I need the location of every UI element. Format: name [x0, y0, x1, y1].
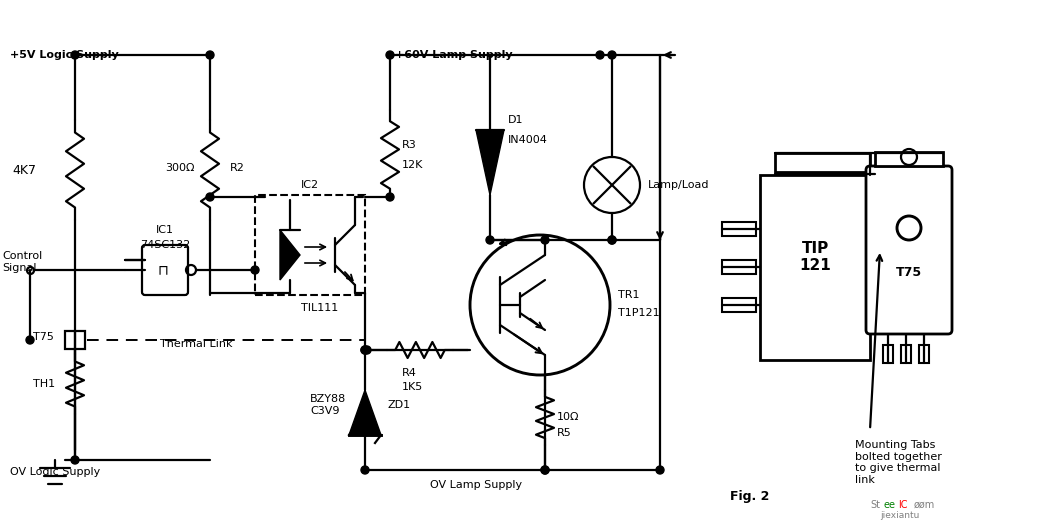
Text: lC: lC [898, 500, 907, 510]
Text: 10Ω: 10Ω [557, 412, 579, 422]
Text: BZY88
C3V9: BZY88 C3V9 [310, 394, 347, 416]
Circle shape [608, 236, 616, 244]
Text: TR1: TR1 [618, 290, 639, 300]
Circle shape [656, 466, 664, 474]
Text: TH1: TH1 [33, 379, 55, 389]
Text: ZD1: ZD1 [387, 400, 410, 410]
Circle shape [363, 346, 371, 354]
FancyBboxPatch shape [866, 166, 952, 334]
Bar [883, 345, 893, 363]
Text: 300Ω: 300Ω [165, 163, 195, 173]
Text: St: St [870, 500, 880, 510]
Polygon shape [280, 230, 300, 280]
Text: Control
Signal: Control Signal [2, 251, 43, 273]
Text: T75: T75 [896, 266, 922, 279]
Text: 4K7: 4K7 [12, 163, 36, 176]
Circle shape [596, 51, 604, 59]
Text: T1P121: T1P121 [618, 308, 659, 318]
Bar [65, 331, 85, 349]
Circle shape [251, 266, 260, 274]
Text: IC2: IC2 [301, 180, 319, 190]
Circle shape [71, 456, 79, 464]
Text: jiexiantu: jiexiantu [880, 511, 920, 519]
Bar [875, 152, 943, 166]
Text: 74SC132: 74SC132 [140, 240, 190, 250]
Text: eе: eе [884, 500, 896, 510]
Text: R4: R4 [402, 368, 417, 378]
Text: ⊓: ⊓ [158, 263, 168, 277]
Circle shape [206, 51, 214, 59]
Bar [919, 345, 929, 363]
Circle shape [541, 236, 549, 244]
Circle shape [486, 236, 494, 244]
Text: Lamp/Load: Lamp/Load [648, 180, 710, 190]
Circle shape [361, 466, 368, 474]
Circle shape [386, 51, 394, 59]
Circle shape [26, 336, 34, 344]
Text: R3: R3 [402, 140, 416, 150]
FancyBboxPatch shape [142, 245, 188, 295]
Text: Thermal Link: Thermal Link [160, 339, 233, 349]
Bar [255, 195, 365, 295]
Bar [722, 298, 756, 312]
Circle shape [608, 51, 616, 59]
Bar [722, 260, 756, 274]
Text: TIP
121: TIP 121 [799, 241, 830, 273]
Text: TIL111: TIL111 [301, 303, 338, 313]
Text: +5V Logic Supply: +5V Logic Supply [10, 50, 118, 60]
Text: +60V Lamp Supply: +60V Lamp Supply [395, 50, 513, 60]
Text: 1K5: 1K5 [402, 382, 424, 392]
Circle shape [541, 466, 549, 474]
Circle shape [386, 193, 394, 201]
Circle shape [608, 236, 616, 244]
Circle shape [361, 346, 368, 354]
Text: D1: D1 [508, 115, 523, 125]
Text: R2: R2 [230, 163, 245, 173]
Polygon shape [349, 390, 381, 435]
Bar [760, 175, 870, 360]
Bar [901, 345, 911, 363]
Text: Mounting Tabs
bolted together
to give thermal
link: Mounting Tabs bolted together to give th… [855, 440, 941, 485]
Circle shape [541, 466, 549, 474]
Text: IN4004: IN4004 [508, 135, 548, 145]
Polygon shape [476, 130, 504, 195]
Circle shape [71, 51, 79, 59]
Text: T75: T75 [33, 332, 54, 342]
Text: OV Logic Supply: OV Logic Supply [10, 467, 101, 477]
Text: OV Lamp Supply: OV Lamp Supply [430, 480, 522, 490]
Text: R5: R5 [557, 428, 572, 438]
Text: 12K: 12K [402, 160, 424, 170]
Text: IC1: IC1 [156, 225, 174, 235]
Text: Fig. 2: Fig. 2 [730, 490, 769, 503]
Bar [722, 222, 756, 236]
Circle shape [206, 193, 214, 201]
Text: øøm: øøm [914, 500, 935, 510]
Bar [775, 153, 870, 172]
Circle shape [361, 346, 368, 354]
